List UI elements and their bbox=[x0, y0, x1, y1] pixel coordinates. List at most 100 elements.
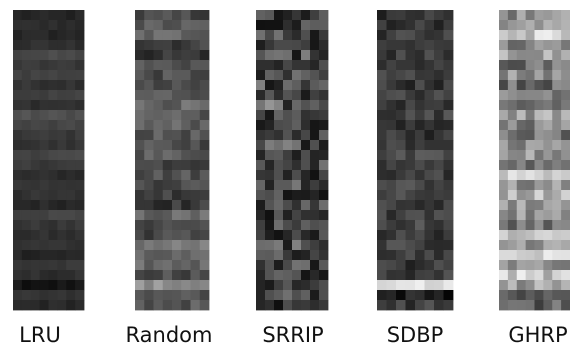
heatmap-cell bbox=[265, 170, 275, 181]
heatmap-cell bbox=[405, 260, 416, 271]
heatmap-cell bbox=[319, 210, 329, 221]
heatmap-cell bbox=[144, 10, 154, 21]
heatmap-cell bbox=[292, 250, 302, 261]
heatmap-cell bbox=[48, 170, 58, 181]
heatmap-cell bbox=[153, 290, 164, 301]
heatmap-cell bbox=[424, 50, 435, 61]
heatmap-cell bbox=[377, 140, 387, 151]
heatmap-cell bbox=[48, 220, 58, 231]
heatmap-cell bbox=[396, 200, 406, 211]
heatmap-cell bbox=[48, 300, 58, 311]
heatmap-cell bbox=[516, 290, 527, 301]
heatmap-cell bbox=[396, 270, 406, 281]
heatmap-cell bbox=[283, 290, 293, 301]
heatmap-cell bbox=[30, 240, 41, 251]
heatmap-cell bbox=[534, 60, 544, 71]
heatmap-cell bbox=[30, 40, 41, 51]
heatmap-cell bbox=[265, 250, 275, 261]
heatmap-cell bbox=[525, 60, 535, 71]
heatmap-cell bbox=[561, 250, 570, 261]
heatmap-cell bbox=[552, 30, 562, 41]
heatmap-cell bbox=[13, 270, 23, 281]
heatmap-cell bbox=[396, 220, 406, 231]
heatmap-cell bbox=[30, 10, 41, 21]
heatmap-cell bbox=[405, 130, 416, 141]
heatmap-cell bbox=[415, 70, 425, 81]
heatmap-cell bbox=[292, 150, 302, 161]
heatmap-cell bbox=[75, 120, 85, 131]
heatmap-cell bbox=[135, 170, 145, 181]
heatmap-panel-lru bbox=[13, 10, 85, 311]
heatmap-cell bbox=[75, 10, 85, 21]
heatmap-cell bbox=[48, 30, 58, 41]
heatmap-cell bbox=[48, 80, 58, 91]
heatmap-cell bbox=[199, 90, 210, 101]
heatmap-cell bbox=[552, 50, 562, 61]
heatmap-cell bbox=[301, 100, 311, 111]
heatmap-cell bbox=[424, 90, 435, 101]
heatmap-cell bbox=[310, 290, 320, 301]
heatmap-cell bbox=[396, 160, 406, 171]
heatmap-cell bbox=[292, 160, 302, 171]
heatmap-cell bbox=[66, 230, 76, 241]
heatmap-cell bbox=[405, 50, 416, 61]
heatmap-cell bbox=[144, 290, 154, 301]
heatmap-cell bbox=[377, 80, 387, 91]
heatmap-cell bbox=[144, 90, 154, 101]
heatmap-cell bbox=[405, 270, 416, 281]
heatmap-cell bbox=[162, 210, 173, 221]
heatmap-cell bbox=[292, 130, 302, 141]
heatmap-cell bbox=[66, 70, 76, 81]
heatmap-cell bbox=[443, 200, 454, 211]
heatmap-cell bbox=[561, 210, 570, 221]
heatmap-cell bbox=[310, 20, 320, 31]
heatmap-cell bbox=[561, 100, 570, 111]
heatmap-cell bbox=[39, 250, 49, 261]
heatmap-cell bbox=[57, 50, 67, 61]
heatmap-cell bbox=[415, 80, 425, 91]
heatmap-cell bbox=[30, 270, 41, 281]
heatmap-cell bbox=[21, 280, 32, 291]
heatmap-cell bbox=[274, 40, 284, 51]
heatmap-cell bbox=[172, 270, 182, 281]
heatmap-cell bbox=[552, 20, 562, 31]
heatmap-cell bbox=[48, 70, 58, 81]
heatmap-cell bbox=[13, 140, 23, 151]
heatmap-cell bbox=[144, 180, 154, 191]
heatmap-cell bbox=[256, 300, 266, 311]
heatmap-cell bbox=[256, 260, 266, 271]
heatmap-cell bbox=[21, 60, 32, 71]
heatmap-cell bbox=[415, 160, 425, 171]
heatmap-cell bbox=[525, 190, 535, 201]
heatmap-cell bbox=[377, 50, 387, 61]
heatmap-cell bbox=[516, 20, 527, 31]
heatmap-cell bbox=[30, 120, 41, 131]
heatmap-cell bbox=[172, 290, 182, 301]
heatmap-cell bbox=[135, 290, 145, 301]
heatmap-cell bbox=[292, 220, 302, 231]
heatmap-cell bbox=[405, 100, 416, 111]
heatmap-cell bbox=[30, 60, 41, 71]
heatmap-cell bbox=[386, 120, 397, 131]
heatmap-cell bbox=[274, 210, 284, 221]
heatmap-cell bbox=[256, 290, 266, 301]
heatmap-cell bbox=[75, 270, 85, 281]
heatmap-cell bbox=[525, 220, 535, 231]
heatmap-cell bbox=[48, 110, 58, 121]
heatmap-cell bbox=[424, 180, 435, 191]
heatmap-cell bbox=[319, 100, 329, 111]
heatmap-cell bbox=[57, 260, 67, 271]
heatmap-cell bbox=[415, 200, 425, 211]
heatmap-cell bbox=[13, 170, 23, 181]
heatmap-cell bbox=[386, 180, 397, 191]
heatmap-cell bbox=[75, 70, 85, 81]
heatmap-cell bbox=[525, 250, 535, 261]
heatmap-cell bbox=[543, 90, 553, 101]
heatmap-cell bbox=[21, 150, 32, 161]
heatmap-cell bbox=[57, 280, 67, 291]
heatmap-cell bbox=[543, 170, 553, 181]
heatmap-cell bbox=[310, 250, 320, 261]
heatmap-cell bbox=[525, 120, 535, 131]
heatmap-cell bbox=[507, 120, 518, 131]
heatmap-cell bbox=[499, 90, 509, 101]
